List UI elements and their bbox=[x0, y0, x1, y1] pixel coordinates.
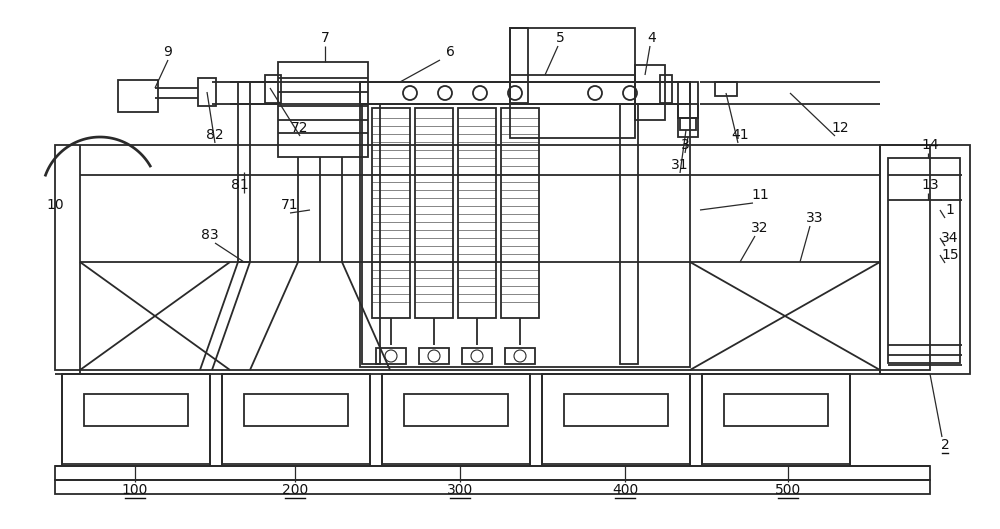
Text: 12: 12 bbox=[831, 121, 849, 135]
Text: 500: 500 bbox=[775, 483, 801, 497]
Bar bbox=[724, 394, 828, 426]
Bar bbox=[244, 394, 348, 426]
Bar bbox=[118, 80, 158, 112]
Bar bbox=[660, 75, 672, 103]
Bar bbox=[55, 466, 930, 480]
Bar bbox=[678, 82, 698, 137]
Text: 100: 100 bbox=[122, 483, 148, 497]
Bar bbox=[635, 65, 665, 120]
Text: 11: 11 bbox=[751, 188, 769, 202]
Bar bbox=[678, 104, 698, 118]
Text: 41: 41 bbox=[731, 128, 749, 142]
Bar bbox=[510, 28, 528, 103]
Bar bbox=[702, 374, 850, 464]
Bar bbox=[84, 394, 188, 426]
Bar bbox=[376, 348, 406, 364]
Bar bbox=[419, 348, 449, 364]
Bar bbox=[680, 118, 696, 130]
Bar bbox=[458, 108, 496, 318]
Text: 14: 14 bbox=[921, 138, 939, 152]
Bar bbox=[501, 108, 539, 318]
Text: 31: 31 bbox=[671, 158, 689, 172]
Bar bbox=[620, 104, 638, 364]
Bar bbox=[542, 374, 690, 464]
Text: 72: 72 bbox=[291, 121, 309, 135]
Text: 3: 3 bbox=[681, 138, 689, 152]
Text: 5: 5 bbox=[556, 31, 564, 45]
Bar bbox=[222, 374, 370, 464]
Text: 9: 9 bbox=[164, 45, 172, 59]
Text: 15: 15 bbox=[941, 248, 959, 262]
Bar bbox=[55, 480, 930, 494]
Bar bbox=[360, 82, 690, 104]
Bar bbox=[888, 158, 960, 363]
Text: 6: 6 bbox=[446, 45, 454, 59]
Text: 32: 32 bbox=[751, 221, 769, 235]
Text: 10: 10 bbox=[46, 198, 64, 212]
Bar bbox=[404, 394, 508, 426]
Text: 13: 13 bbox=[921, 178, 939, 192]
Text: 82: 82 bbox=[206, 128, 224, 142]
Text: 83: 83 bbox=[201, 228, 219, 242]
Text: 7: 7 bbox=[321, 31, 329, 45]
Text: 1: 1 bbox=[946, 203, 954, 217]
Bar bbox=[265, 75, 281, 103]
Bar bbox=[462, 348, 492, 364]
Bar bbox=[360, 82, 690, 104]
Text: 81: 81 bbox=[231, 178, 249, 192]
Text: 200: 200 bbox=[282, 483, 308, 497]
Text: 300: 300 bbox=[447, 483, 473, 497]
Bar bbox=[564, 394, 668, 426]
Bar bbox=[62, 374, 210, 464]
Bar bbox=[198, 78, 216, 106]
Text: 33: 33 bbox=[806, 211, 824, 225]
Bar bbox=[505, 348, 535, 364]
Bar bbox=[360, 82, 690, 367]
Bar bbox=[382, 374, 530, 464]
Bar bbox=[278, 62, 368, 157]
Text: 34: 34 bbox=[941, 231, 959, 245]
Bar bbox=[372, 108, 410, 318]
Bar bbox=[880, 145, 970, 374]
Bar bbox=[55, 145, 930, 370]
Bar bbox=[510, 28, 635, 138]
Bar bbox=[715, 82, 737, 96]
Text: 71: 71 bbox=[281, 198, 299, 212]
Text: 2: 2 bbox=[941, 438, 949, 452]
Bar bbox=[362, 104, 380, 364]
Text: 4: 4 bbox=[648, 31, 656, 45]
Bar bbox=[415, 108, 453, 318]
Text: 400: 400 bbox=[612, 483, 638, 497]
